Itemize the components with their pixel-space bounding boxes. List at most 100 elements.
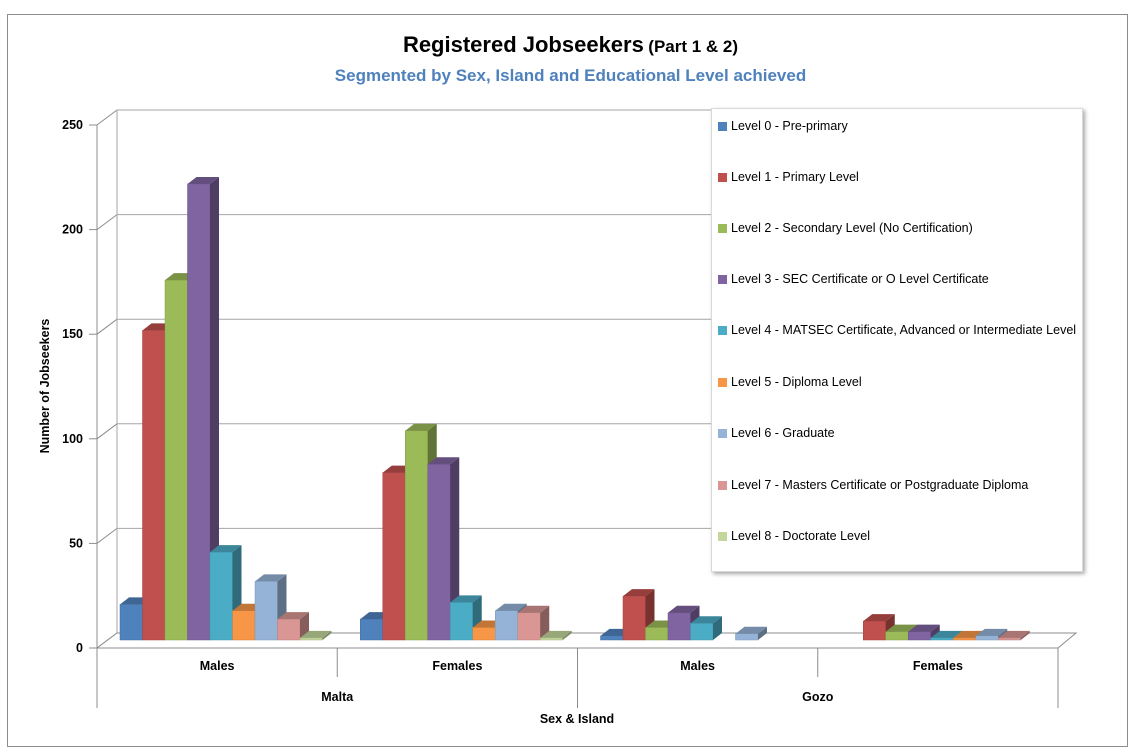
legend-swatch xyxy=(718,429,727,438)
bar xyxy=(427,464,451,641)
x-tick-label: Males xyxy=(200,659,235,673)
legend-label: Level 0 - Pre-primary xyxy=(731,119,848,133)
legend-item: Level 5 - Diploma Level xyxy=(718,373,1080,392)
bar xyxy=(645,627,669,641)
bar xyxy=(495,610,518,641)
bar xyxy=(187,183,211,641)
bar-top xyxy=(540,630,572,638)
bar xyxy=(885,631,909,641)
x-group-label: Gozo xyxy=(802,690,834,704)
legend-swatch xyxy=(718,326,727,335)
gridline-side xyxy=(96,318,118,335)
bar xyxy=(232,610,256,641)
bar-top xyxy=(300,630,332,638)
bar xyxy=(119,604,143,641)
bar-side xyxy=(450,457,460,640)
bar xyxy=(360,618,383,641)
legend-item: Level 1 - Primary Level xyxy=(718,168,1080,187)
x-tick-label: Males xyxy=(680,659,715,673)
bar-side xyxy=(322,630,332,640)
bar xyxy=(517,612,541,641)
bar xyxy=(600,635,624,641)
y-tick-label: 0 xyxy=(76,641,83,655)
x-tick-label: Females xyxy=(913,659,963,673)
bar-side xyxy=(562,630,572,640)
bar xyxy=(209,551,233,641)
bar-side xyxy=(1020,630,1030,640)
legend-swatch xyxy=(718,378,727,387)
bar-top xyxy=(405,423,437,431)
legend-label: Level 2 - Secondary Level (No Certificat… xyxy=(731,221,973,235)
bar-top xyxy=(277,612,309,620)
bar xyxy=(540,637,563,641)
y-tick-label: 250 xyxy=(62,118,83,132)
bar-top xyxy=(975,628,1008,636)
bar xyxy=(953,637,976,641)
bar xyxy=(164,279,188,641)
legend-swatch xyxy=(718,532,727,541)
bar xyxy=(405,430,428,641)
legend-swatch xyxy=(718,481,727,490)
bar xyxy=(863,620,886,641)
bar-top xyxy=(930,630,963,638)
bar xyxy=(975,635,999,641)
bar-top xyxy=(427,457,460,465)
x-group-label: Malta xyxy=(321,690,354,704)
bar xyxy=(299,637,323,641)
bar-side xyxy=(758,626,767,640)
bar-top xyxy=(863,614,895,622)
legend-item: Level 4 - MATSEC Certificate, Advanced o… xyxy=(718,321,1080,340)
chart-title-text: Registered Jobseekers xyxy=(402,32,644,57)
bar xyxy=(930,637,954,641)
bar xyxy=(382,472,406,641)
bar-top xyxy=(668,605,700,613)
legend-label: Level 1 - Primary Level xyxy=(731,170,859,184)
bar xyxy=(667,612,691,641)
chart-title: Registered Jobseekers (Part 1 & 2) xyxy=(0,32,1141,58)
bar xyxy=(998,637,1021,641)
gridline-side xyxy=(96,109,118,126)
bar xyxy=(908,631,931,641)
x-axis-title: Sex & Island xyxy=(540,712,614,726)
bar xyxy=(450,602,473,641)
bar-top xyxy=(495,603,527,611)
bar-top xyxy=(735,626,767,634)
legend-label: Level 5 - Diploma Level xyxy=(731,375,862,389)
legend-swatch xyxy=(718,224,727,233)
legend-item: Level 3 - SEC Certificate or O Level Cer… xyxy=(718,270,1080,289)
legend-label: Level 7 - Masters Certificate or Postgra… xyxy=(731,478,1029,492)
legend-label: Level 6 - Graduate xyxy=(731,426,835,440)
y-tick-label: 50 xyxy=(69,536,83,550)
bar xyxy=(277,618,301,641)
bar-top xyxy=(885,624,918,632)
bar xyxy=(254,581,278,641)
bar-top xyxy=(187,176,219,184)
bar-top xyxy=(450,595,482,603)
bar xyxy=(472,627,496,641)
chart-legend: Level 0 - Pre-primary Level 1 - Primary L… xyxy=(711,108,1083,572)
y-tick-label: 200 xyxy=(62,223,83,237)
chart-floor xyxy=(95,632,1078,649)
y-tick-label: 100 xyxy=(62,432,83,446)
legend-swatch xyxy=(718,173,727,182)
y-tick-label: 150 xyxy=(62,327,83,341)
legend-item: Level 2 - Secondary Level (No Certificat… xyxy=(718,219,1080,238)
gridline-side xyxy=(96,423,118,440)
bar-side xyxy=(540,605,550,640)
legend-label: Level 8 - Doctorate Level xyxy=(731,529,870,543)
bar xyxy=(622,595,646,641)
legend-label: Level 3 - SEC Certificate or O Level Cer… xyxy=(731,272,989,286)
bar-top xyxy=(998,630,1030,638)
bar-side xyxy=(713,616,722,640)
legend-swatch xyxy=(718,122,727,131)
legend-item: Level 7 - Masters Certificate or Postgra… xyxy=(718,476,1080,495)
bar-top xyxy=(908,624,940,632)
gridline-side xyxy=(96,214,118,231)
legend-swatch xyxy=(718,275,727,284)
legend-item: Level 6 - Graduate xyxy=(718,424,1080,443)
chart-subtitle: Segmented by Sex, Island and Educational… xyxy=(334,66,807,85)
bar-top xyxy=(517,605,550,613)
chart-title-suffix: (Part 1 & 2) xyxy=(648,37,739,56)
legend-item: Level 8 - Doctorate Level xyxy=(718,527,1080,546)
